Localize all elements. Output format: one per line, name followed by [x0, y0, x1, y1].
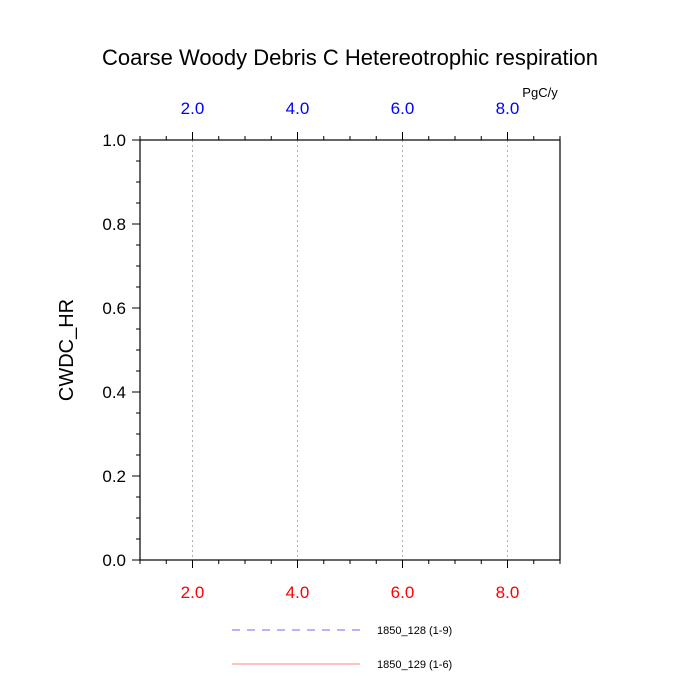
legend-label: 1850_128 (1-9)	[377, 625, 452, 637]
x-tick-label-top: 6.0	[391, 99, 415, 118]
x-tick-label-bottom: 4.0	[286, 583, 310, 602]
legend-label: 1850_129 (1-6)	[377, 659, 452, 671]
chart-title: Coarse Woody Debris C Hetereotrophic res…	[102, 45, 598, 70]
y-tick-label: 0.4	[102, 383, 126, 402]
plot-frame	[139, 139, 561, 561]
x-tick-label-top: 2.0	[181, 99, 205, 118]
y-axis-title: CWDC_HR	[56, 299, 78, 401]
axis-ticks	[132, 132, 561, 568]
y-tick-label: 0.2	[102, 467, 126, 486]
x-tick-label-bottom: 2.0	[181, 583, 205, 602]
y-tick-label: 1.0	[102, 131, 126, 150]
y-tick-label: 0.0	[102, 551, 126, 570]
gridlines	[192, 140, 508, 560]
x-tick-label-top: 8.0	[496, 99, 520, 118]
legend: 1850_128 (1-9) 1850_129 (1-6)	[232, 625, 452, 671]
y-tick-label: 0.8	[102, 215, 126, 234]
top-axis-unit: PgC/y	[522, 85, 558, 100]
y-tick-label: 0.6	[102, 299, 126, 318]
x-tick-label-bottom: 6.0	[391, 583, 415, 602]
tick-labels: 2.0 4.0 6.0 8.0 2.0 4.0 6.0 8.0 0.0 0.2 0.4 0.6 0.8 1…	[102, 99, 519, 602]
x-tick-label-top: 4.0	[286, 99, 310, 118]
x-tick-label-bottom: 8.0	[496, 583, 520, 602]
